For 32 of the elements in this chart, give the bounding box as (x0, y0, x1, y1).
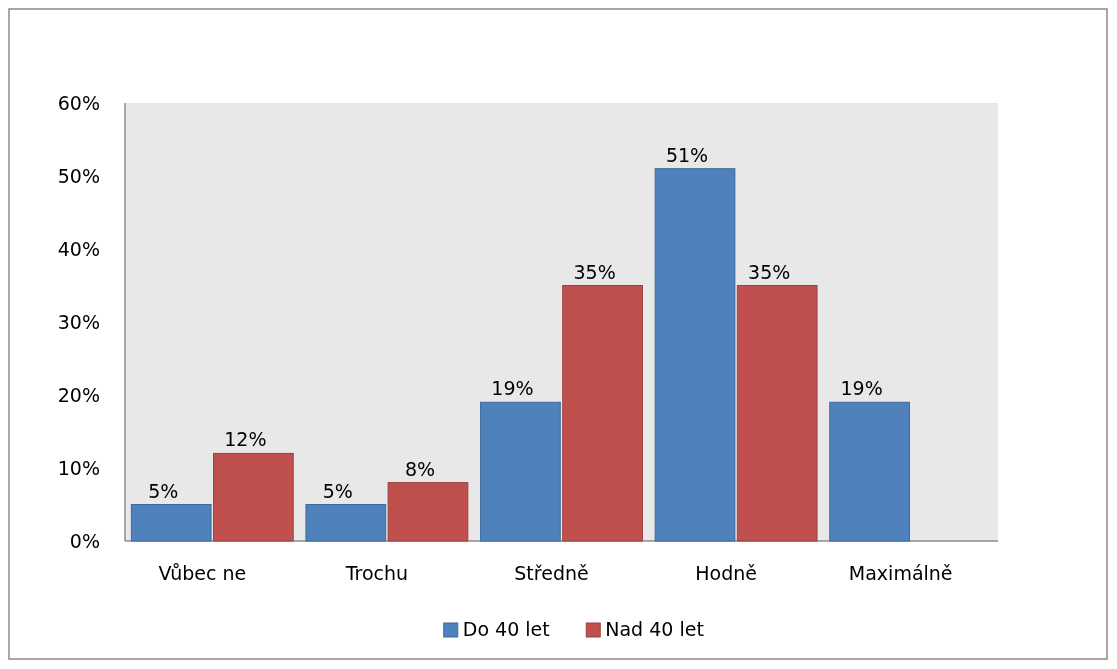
bar (387, 482, 469, 542)
legend-label: Do 40 let (462, 618, 550, 640)
x-tick-label: Trochu (344, 562, 409, 584)
bar (213, 452, 294, 542)
bar (562, 285, 643, 542)
data-label: 8% (404, 457, 436, 480)
data-label: 51% (665, 143, 709, 166)
bar (480, 401, 561, 542)
y-tick-label: 0% (69, 529, 100, 552)
x-tick-label: Hodně (695, 562, 757, 584)
x-tick-label: Vůbec ne (158, 562, 247, 584)
x-tick-label: Středně (514, 562, 589, 584)
y-tick-label: 30% (57, 310, 100, 333)
bar (654, 168, 736, 542)
data-label: 12% (224, 428, 267, 451)
data-label: 35% (748, 260, 791, 283)
bar (829, 401, 910, 542)
bar (130, 504, 212, 542)
bar (305, 504, 387, 542)
y-tick-label: 60% (57, 91, 100, 114)
y-tick-label: 50% (57, 164, 100, 187)
data-label: 19% (840, 377, 883, 400)
data-label: 5% (322, 479, 353, 502)
data-label: 19% (491, 377, 534, 400)
y-tick-label: 10% (57, 456, 100, 479)
bar (736, 285, 818, 542)
data-label: 5% (148, 479, 179, 502)
y-tick-label: 20% (57, 383, 100, 406)
y-tick-label: 40% (57, 237, 100, 260)
x-tick-label: Maximálně (848, 562, 953, 584)
data-label: 35% (573, 260, 616, 283)
legend-label: Nad 40 let (605, 618, 704, 640)
